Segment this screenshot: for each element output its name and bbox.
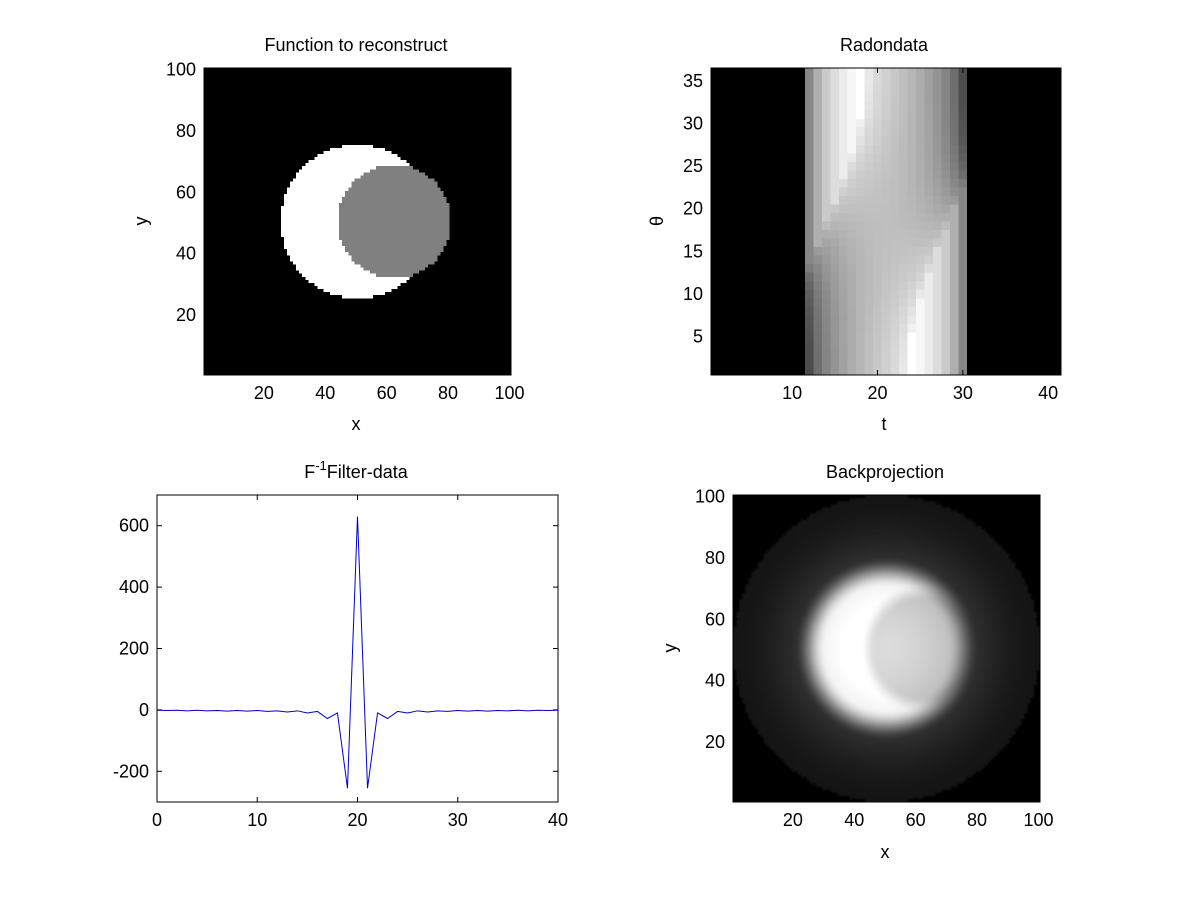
filter-xtick-label: 30	[448, 810, 468, 830]
backprojection-ytick-label: 20	[705, 732, 725, 752]
function-xtick-label: 60	[377, 383, 397, 403]
panel-radon-ylabel: θ	[647, 216, 667, 226]
panel-radon-title: Radondata	[840, 35, 929, 55]
panel-backprojection-xlabel: x	[881, 842, 890, 862]
filter-ytick-label: -200	[113, 761, 149, 781]
radon-xtick-label: 10	[782, 383, 802, 403]
panel-backprojection-ylabel: y	[660, 644, 680, 653]
panel-function-xlabel: x	[352, 414, 361, 434]
backprojection-xtick-label: 60	[906, 810, 926, 830]
panel-function-axes: 20 40 60 80 100 20 40 60 80 100	[166, 60, 525, 403]
panel-filter: F-1Filter-data 0 10 20 30 40 -200 0 200 400 600	[113, 458, 568, 830]
function-image	[204, 68, 511, 375]
filter-plot-area	[157, 495, 558, 802]
panel-radon-xlabel: t	[881, 414, 886, 434]
function-ytick-label: 100	[166, 60, 196, 80]
panel-function-ylabel: y	[131, 217, 151, 226]
radon-ytick-label: 20	[683, 199, 703, 219]
radon-ytick-label: 5	[693, 327, 703, 347]
panel-filter-title-rest: Filter-data	[327, 462, 409, 482]
radon-ytick-label: 10	[683, 284, 703, 304]
radon-ytick-label: 30	[683, 113, 703, 133]
panel-filter-axes: 0 10 20 30 40 -200 0 200 400 600	[113, 494, 568, 830]
filter-ytick-label: 0	[139, 700, 149, 720]
filter-xtick-label: 10	[247, 810, 267, 830]
panel-radon-axes: 10 20 30 40 5 10 15 20 25 30 35	[683, 67, 1062, 403]
backprojection-ytick-label: 80	[705, 548, 725, 568]
panel-backprojection-title: Backprojection	[826, 462, 944, 482]
panel-function-title: Function to reconstruct	[264, 35, 447, 55]
panel-filter-title-sup: -1	[315, 458, 327, 473]
panel-filter-title: F-1Filter-data	[304, 458, 409, 482]
panel-radon: Radondata 10 20 30 40 5 10 15 20 25 30 35 t θ	[647, 35, 1062, 434]
function-ytick-label: 60	[176, 182, 196, 202]
backprojection-xtick-label: 80	[967, 810, 987, 830]
panel-filter-title-main: F	[304, 462, 315, 482]
function-frame	[203, 67, 512, 376]
backprojection-xtick-label: 20	[783, 810, 803, 830]
radon-ytick-label: 35	[683, 71, 703, 91]
backprojection-ytick-label: 100	[695, 487, 725, 507]
function-xtick-label: 80	[438, 383, 458, 403]
filter-ytick-label: 400	[119, 577, 149, 597]
function-ytick-label: 20	[176, 305, 196, 325]
function-xtick-label: 20	[254, 383, 274, 403]
function-xtick-label: 40	[315, 383, 335, 403]
panel-function: Function to reconstruct 20 40 60 80 100 20 40 6…	[131, 35, 524, 434]
backprojection-xtick-label: 100	[1023, 810, 1053, 830]
filter-xtick-label: 0	[152, 810, 162, 830]
backprojection-ytick-label: 40	[705, 671, 725, 691]
radon-frame	[710, 67, 1062, 376]
radon-ytick-label: 15	[683, 241, 703, 261]
function-xtick-label: 100	[494, 383, 524, 403]
function-ytick-label: 80	[176, 121, 196, 141]
filter-series-line	[156, 516, 559, 789]
filter-ytick-label: 600	[119, 516, 149, 536]
radon-image	[711, 68, 1061, 375]
backprojection-xtick-label: 40	[844, 810, 864, 830]
function-ytick-label: 40	[176, 244, 196, 264]
radon-ytick-label: 25	[683, 156, 703, 176]
panel-backprojection-axes: 20 40 60 80 100 20 40 60 80 100	[695, 487, 1054, 830]
backprojection-ytick-label: 60	[705, 609, 725, 629]
radon-xtick-label: 40	[1038, 383, 1058, 403]
backprojection-image	[733, 495, 1040, 802]
radon-xtick-label: 30	[953, 383, 973, 403]
radon-xtick-label: 20	[867, 383, 887, 403]
filter-ytick-label: 200	[119, 639, 149, 659]
filter-xtick-label: 40	[548, 810, 568, 830]
backprojection-frame	[732, 494, 1041, 803]
filter-xtick-label: 20	[347, 810, 367, 830]
